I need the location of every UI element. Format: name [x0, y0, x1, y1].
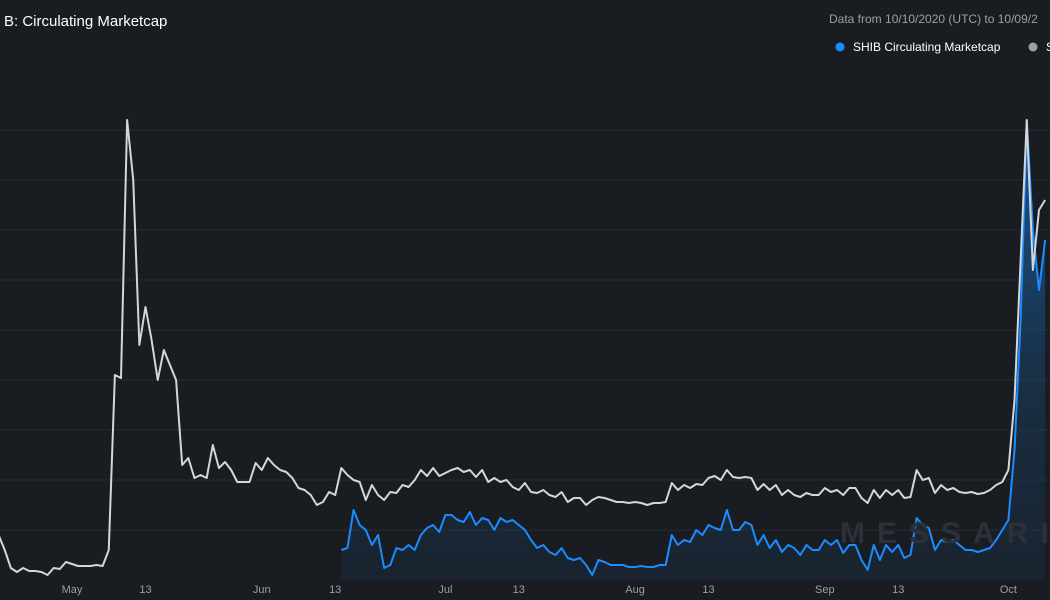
x-tick-label: 13 [513, 584, 525, 596]
legend-marker [1028, 42, 1038, 52]
x-tick-label: Jul [438, 584, 452, 596]
legend-marker [835, 42, 845, 52]
legend-label: SHIB Circulating Marketcap [853, 40, 1001, 54]
x-tick-label: 13 [329, 584, 341, 596]
x-tick-label: Sep [815, 584, 835, 596]
line [0, 119, 1046, 576]
x-tick-label: Oct [1000, 584, 1017, 596]
watermark: MESSARI [840, 517, 1050, 550]
chart-title: B: Circulating Marketcap [4, 13, 167, 30]
x-tick-label: Aug [625, 584, 645, 596]
x-tick-label: 13 [892, 584, 904, 596]
subtitle: Data from 10/10/2020 (UTC) to 10/09/2 [829, 12, 1038, 26]
x-tick-label: 13 [702, 584, 714, 596]
line [341, 119, 1047, 576]
legend-label: S [1046, 40, 1050, 54]
x-tick-label: May [62, 584, 83, 596]
x-tick-label: 13 [139, 584, 151, 596]
x-tick-label: Jun [253, 584, 271, 596]
